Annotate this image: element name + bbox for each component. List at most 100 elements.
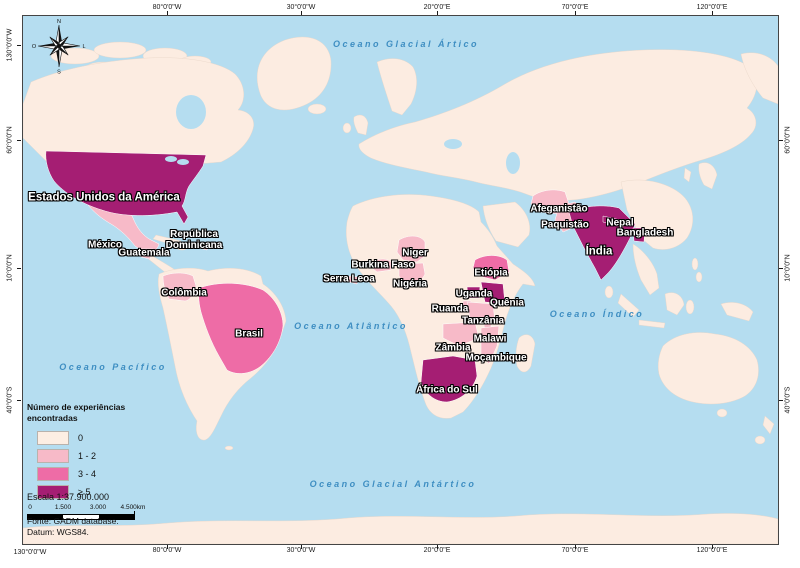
landmass-greenland xyxy=(257,36,332,111)
ocean-label: Oceano Glacial Ártico xyxy=(332,39,480,49)
axis-label-top: 20°0'0"E xyxy=(423,4,451,11)
landmass-japan xyxy=(698,162,718,190)
great-lakes xyxy=(165,156,189,165)
ocean-label: Oceano Índico xyxy=(549,309,645,319)
legend-title: Número de experiências encontradas xyxy=(27,402,126,423)
legend-class-label: 1 - 2 xyxy=(78,451,97,462)
country-label: Índia xyxy=(585,245,613,258)
compass-n: N xyxy=(57,19,61,25)
axis-label-top: 30°0'0"W xyxy=(286,4,316,11)
axis-label-left: 10°0'0"N xyxy=(6,254,14,282)
country-shape-usa xyxy=(45,150,207,225)
landmass-ireland xyxy=(342,122,352,134)
scale-tick-label: 0 xyxy=(28,504,32,511)
country-shape-tanzania xyxy=(466,301,496,325)
axis-label-right: 40°0'0"S xyxy=(784,386,792,414)
country-shape-nigeria xyxy=(398,262,426,285)
country-label: Serra Leoa xyxy=(323,273,375,285)
country-label: Quênia xyxy=(490,297,524,309)
axis-label-bottom: 120°0'0"E xyxy=(696,547,728,554)
landmass-canada xyxy=(23,57,254,167)
source-block: Fonte: GADM database. Datum: WGS84. xyxy=(27,516,119,537)
world-map xyxy=(23,16,778,544)
ocean-label: Oceano Atlântico xyxy=(294,321,408,331)
country-label: Colômbia xyxy=(161,287,207,299)
legend-class-label: ≥ 5 xyxy=(78,487,91,498)
tick-mark xyxy=(712,11,713,15)
country-label: Nigéria xyxy=(393,278,427,290)
tick-mark xyxy=(301,11,302,15)
country-shape-burkina-faso xyxy=(370,258,392,273)
axis-label-top: 80°0'0"W xyxy=(152,4,182,11)
legend-class-row: 0 xyxy=(27,429,207,447)
country-label: Afeganistão xyxy=(530,203,588,215)
country-shape-nepal xyxy=(602,215,626,228)
tick-mark xyxy=(301,544,302,549)
country-shape-uganda xyxy=(466,286,481,299)
scale-bar-segment xyxy=(98,515,134,519)
tick-mark xyxy=(779,400,783,401)
map-legend: Número de experiências encontradas 0 1 - … xyxy=(27,402,207,501)
scale-tick-label: 1.500 xyxy=(54,504,72,511)
country-shape-mozambique xyxy=(480,325,500,365)
landmass-jamaica xyxy=(176,245,188,251)
landmass-falklands xyxy=(224,445,234,451)
compass-star xyxy=(37,24,81,68)
compass-s: S xyxy=(57,70,61,75)
compass-e: L xyxy=(82,44,85,50)
tick-mark xyxy=(712,544,713,549)
tick-mark xyxy=(167,11,168,15)
landmass-philippines xyxy=(691,257,703,283)
axis-label-left: 60°0'0"N xyxy=(6,126,14,154)
landmass-cuba xyxy=(152,234,182,247)
axis-label-right: 10°0'0"N xyxy=(784,254,792,282)
legend-class-row: 3 - 4 xyxy=(27,465,207,483)
axis-label-corner: 130°0'0"W xyxy=(13,549,47,556)
country-label: Estados Unidos da América xyxy=(28,191,180,204)
country-shape-dominican-republic xyxy=(193,241,210,251)
landmass-korea xyxy=(683,167,692,183)
caspian-sea xyxy=(506,152,520,174)
scale-bar-segment xyxy=(28,515,64,519)
tick-mark xyxy=(167,544,168,549)
compass-w: O xyxy=(32,44,37,50)
axis-label-bottom: 20°0'0"E xyxy=(423,547,451,554)
country-label: Niger xyxy=(402,247,428,259)
country-shape-bangladesh xyxy=(632,227,646,243)
scale-bar xyxy=(27,511,135,520)
map-frame: N S L O Oceano Glacial Ártico Oceano Pací… xyxy=(22,15,779,545)
landmass-chukotka xyxy=(740,52,778,105)
scale-end-tick xyxy=(134,511,135,519)
country-label: Etiópia xyxy=(474,267,508,279)
tick-mark xyxy=(779,268,783,269)
legend-class-label: 0 xyxy=(78,433,84,444)
axis-label-left: 40°0'0"S xyxy=(6,386,14,414)
country-label: Ruanda xyxy=(431,303,469,315)
country-label: Bangladesh xyxy=(616,227,674,239)
ocean-label: Oceano Pacífico xyxy=(59,362,167,372)
legend-swatch xyxy=(37,467,69,482)
legend-swatch xyxy=(37,431,69,446)
legend-class-row: ≥ 5 xyxy=(27,483,207,501)
source-datum: Datum: WGS84. xyxy=(27,526,89,537)
country-label: África do Sul xyxy=(416,384,478,396)
tick-mark xyxy=(575,544,576,549)
tick-mark xyxy=(17,400,21,401)
landmass-australia xyxy=(658,332,759,405)
axis-label-right: 60°0'0"N xyxy=(784,126,792,154)
country-shape-kenya xyxy=(480,281,506,305)
country-label: Moçambique xyxy=(465,352,527,364)
legend-swatch xyxy=(37,485,69,500)
tick-mark xyxy=(437,11,438,15)
country-shape-niger xyxy=(396,235,426,263)
axis-label-bottom: 80°0'0"W xyxy=(152,547,182,554)
landmass-eurasia xyxy=(358,49,757,201)
axis-label-top: 120°0'0"E xyxy=(696,4,728,11)
scale-tick-label: 3.000 xyxy=(89,504,107,511)
scale-block: Escala 1:37.900.000 0 1.500 3.000 4.500km xyxy=(27,492,197,520)
scale-bar-segment xyxy=(63,515,99,519)
country-shape-zambia xyxy=(442,321,480,347)
legend-swatch xyxy=(37,449,69,464)
country-label: Zâmbia xyxy=(435,342,471,354)
tick-mark xyxy=(17,268,21,269)
